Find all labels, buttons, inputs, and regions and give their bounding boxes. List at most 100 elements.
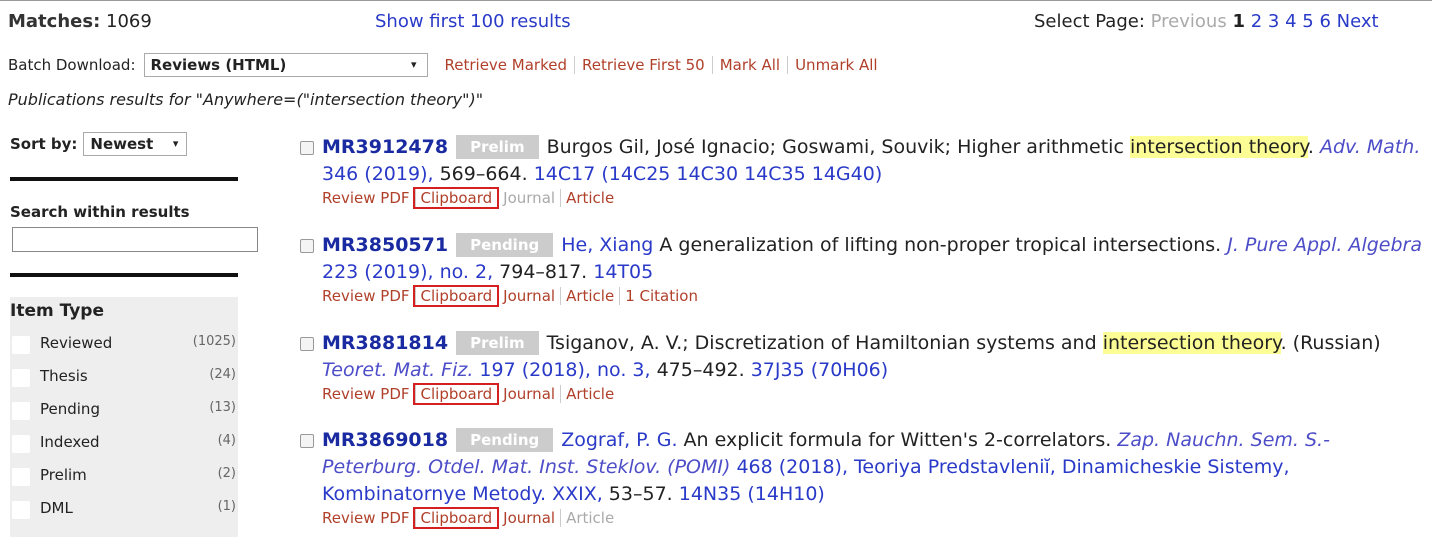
checkbox[interactable] <box>300 141 314 155</box>
batch-link[interactable]: Unmark All <box>787 56 885 74</box>
batch-link[interactable]: Mark All <box>712 56 787 74</box>
action-link[interactable]: Journal <box>497 509 560 527</box>
item-label: Reviewed <box>40 334 112 352</box>
show-first-link[interactable]: Show first 100 results <box>375 11 571 32</box>
search-input[interactable] <box>12 227 258 252</box>
result: MR3869018 Pending Zograf, P. G. An explici… <box>300 427 1425 528</box>
citation-plain: 475–492. <box>651 359 751 381</box>
mr-number[interactable]: MR3850571 <box>322 234 448 256</box>
checkbox[interactable] <box>300 434 314 448</box>
citation-journal[interactable]: Teoret. Mat. Fiz. <box>322 359 473 381</box>
page-number[interactable]: 6 <box>1319 11 1330 32</box>
item-label: Pending <box>40 400 100 418</box>
checkbox[interactable] <box>300 239 314 253</box>
matches-label: Matches: <box>8 11 100 32</box>
item-label: Prelim <box>40 466 87 484</box>
citation-link[interactable]: 37J35 (70H06) <box>751 359 888 381</box>
checkbox[interactable] <box>12 435 30 453</box>
status-badge: Prelim <box>456 135 538 159</box>
query: Publications results for "Anywhere=("int… <box>8 90 483 109</box>
matches: Matches: 1069 <box>8 11 152 32</box>
checkbox[interactable] <box>12 402 30 420</box>
citation-link[interactable]: 14C17 (14C25 14C30 14C35 14G40) <box>534 163 883 185</box>
format-select[interactable]: Reviews (HTML) <box>144 53 428 77</box>
action-link[interactable]: Review PDF <box>322 189 415 207</box>
page-number[interactable]: 2 <box>1251 11 1262 32</box>
batch-row: Batch Download: Reviews (HTML) Retrieve … <box>8 53 885 77</box>
actions: Review PDFClipboardJournalArticle <box>300 384 1425 404</box>
pages: 1 2 3 4 5 6 <box>1232 11 1330 32</box>
matches-count: 1069 <box>106 11 152 32</box>
action-link[interactable]: Clipboard <box>415 385 498 403</box>
action-link[interactable]: Clipboard <box>415 509 498 527</box>
page-number[interactable]: 4 <box>1285 11 1296 32</box>
actions: Review PDFClipboardJournalArticle <box>300 508 1425 528</box>
citation: MR3912478 Prelim Burgos Gil, José Ignacio;… <box>300 134 1425 188</box>
action-link[interactable]: Journal <box>497 385 560 403</box>
citation-highlight: intersection theory <box>1103 332 1281 354</box>
citation-journal[interactable]: Adv. Math. <box>1320 136 1420 158</box>
action-link[interactable]: Review PDF <box>322 509 415 527</box>
action-link[interactable]: Journal <box>497 287 560 305</box>
action-link[interactable]: Review PDF <box>322 287 415 305</box>
citation-plain: A generalization of lifting non-proper t… <box>653 234 1227 256</box>
citation-link[interactable]: He, Xiang <box>561 234 653 256</box>
mr-number[interactable]: MR3912478 <box>322 136 448 158</box>
item-count: (13) <box>209 400 236 415</box>
item-type: Indexed(4) <box>10 431 238 461</box>
action-link[interactable]: Article <box>560 189 619 207</box>
status-badge: Pending <box>456 233 553 257</box>
item-label: Indexed <box>40 433 100 451</box>
item-type: Prelim (2) <box>10 464 238 494</box>
action-link[interactable]: Clipboard <box>415 189 498 207</box>
action-link[interactable]: 1 Citation <box>619 287 703 305</box>
checkbox[interactable] <box>12 468 30 486</box>
status-badge: Pending <box>456 428 553 452</box>
checkbox[interactable] <box>12 501 30 519</box>
batch-link[interactable]: Retrieve Marked <box>438 56 575 74</box>
divider <box>10 273 238 277</box>
mr-number[interactable]: MR3869018 <box>322 429 448 451</box>
divider <box>10 177 238 181</box>
checkbox[interactable] <box>12 369 30 387</box>
mr-number[interactable]: MR3881814 <box>322 332 448 354</box>
sort-select[interactable]: Newest <box>83 132 187 156</box>
citation-plain: . (Russian) <box>1281 332 1381 354</box>
page-number: 1 <box>1232 11 1245 32</box>
citation-journal[interactable]: J. Pure Appl. Algebra <box>1227 234 1422 256</box>
citation-link[interactable]: 14T05 <box>593 261 653 283</box>
sort-label: Sort by: <box>10 135 77 153</box>
citation-link[interactable]: 223 (2019), no. 2, <box>322 261 493 283</box>
citation-plain: Burgos Gil, José Ignacio; Goswami, Souvi… <box>547 136 1130 158</box>
citation-plain: Tsiganov, A. V.; Discretization of Hamil… <box>547 332 1103 354</box>
item-label: Thesis <box>40 367 88 385</box>
page-number[interactable]: 5 <box>1302 11 1313 32</box>
citation-link[interactable]: Zograf, P. G. <box>561 429 677 451</box>
action-link[interactable]: Article <box>560 287 619 305</box>
action-link[interactable]: Article <box>560 385 619 403</box>
checkbox[interactable] <box>12 336 30 354</box>
page-number[interactable]: 3 <box>1268 11 1279 32</box>
item-type-title: Item Type <box>10 301 104 321</box>
citation-link[interactable]: 346 (2019), <box>322 163 434 185</box>
citation-highlight: intersection theory <box>1130 136 1308 158</box>
citation-link[interactable]: 197 (2018), no. 3, <box>473 359 650 381</box>
body: Matches: 1069 Show first 100 results Sel… <box>0 0 1432 531</box>
item-count: (2) <box>218 466 236 481</box>
item-type: DML(1) <box>10 497 238 527</box>
citation: MR3881814PrelimTsiganov, A. V.; Discreti… <box>300 330 1425 384</box>
page: {"header": {"matches_label": "Matches:",… <box>0 0 1432 531</box>
citation-plain: An explicit formula for Witten's 2-corre… <box>678 429 1118 451</box>
item-type: Pending (13) <box>10 398 238 428</box>
batch-link[interactable]: Retrieve First 50 <box>574 56 712 74</box>
page-selector: Select Page: Previous 1 2 3 4 5 6 Next <box>1034 11 1432 32</box>
checkbox[interactable] <box>300 337 314 351</box>
action-link[interactable]: Review PDF <box>322 385 415 403</box>
next[interactable]: Next <box>1337 11 1379 32</box>
result: MR3912478 Prelim Burgos Gil, José Ignacio;… <box>300 134 1425 208</box>
sort-row: Sort by: Newest <box>10 132 187 156</box>
citation-link[interactable]: 14N35 (14H10) <box>679 483 825 505</box>
action-link[interactable]: Clipboard <box>415 287 498 305</box>
